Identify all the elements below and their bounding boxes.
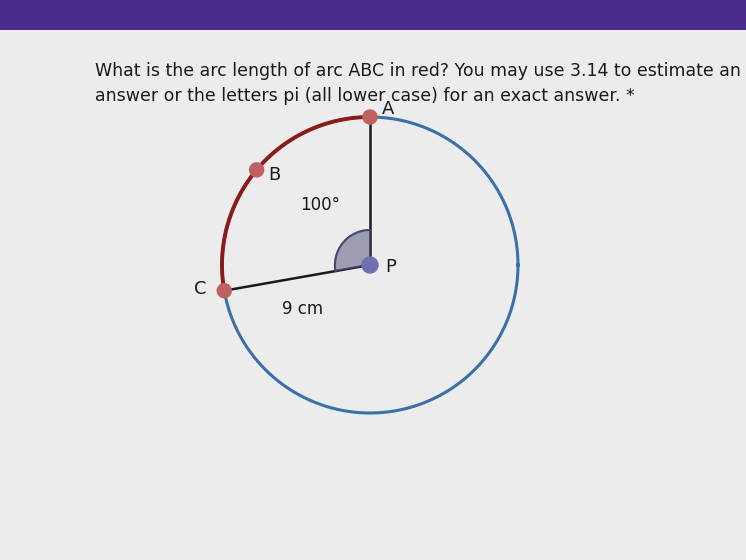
Text: C: C: [194, 279, 206, 298]
Text: A: A: [382, 100, 395, 118]
Circle shape: [217, 284, 231, 298]
Circle shape: [363, 110, 377, 124]
Circle shape: [362, 257, 378, 273]
Text: B: B: [269, 166, 281, 184]
Circle shape: [250, 163, 263, 177]
Bar: [0, 0, 746, 30]
Text: P: P: [385, 258, 396, 276]
Text: What is the arc length of arc ABC in red? You may use 3.14 to estimate an: What is the arc length of arc ABC in red…: [95, 62, 741, 80]
Polygon shape: [335, 230, 370, 271]
Text: 9 cm: 9 cm: [281, 300, 323, 318]
Text: answer or the letters pi (all lower case) for an exact answer. *: answer or the letters pi (all lower case…: [95, 87, 635, 105]
Text: 100°: 100°: [300, 196, 340, 214]
